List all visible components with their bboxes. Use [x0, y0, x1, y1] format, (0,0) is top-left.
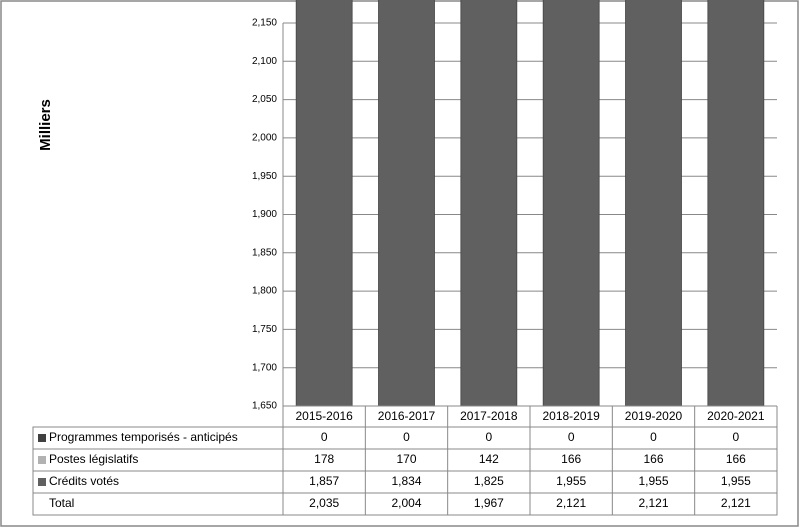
- y-tick-label: 2,150: [252, 18, 277, 29]
- data-label: 166: [726, 452, 746, 466]
- data-label: 1,955: [721, 474, 751, 488]
- bar-segment: [707, 0, 765, 407]
- x-tick-label: 2017-2018: [460, 409, 518, 423]
- data-label: 0: [650, 430, 657, 444]
- data-label: 0: [732, 430, 739, 444]
- data-label: 0: [568, 430, 575, 444]
- legend-swatch: [38, 478, 46, 486]
- data-label: 0: [485, 430, 492, 444]
- data-label: 166: [643, 452, 663, 466]
- bar-segment: [460, 0, 518, 407]
- legend-label: Programmes temporisés - anticipés: [49, 430, 238, 444]
- data-label: 166: [561, 452, 581, 466]
- legend-swatch: [38, 434, 46, 442]
- total-value: 2,121: [556, 496, 586, 510]
- legend-label: Postes législatifs: [49, 452, 138, 466]
- bar-segment: [295, 0, 353, 407]
- legend-swatch: [38, 456, 46, 464]
- total-value: 1,967: [474, 496, 504, 510]
- x-tick-label: 2018-2019: [542, 409, 600, 423]
- y-tick-label: 1,900: [252, 209, 277, 220]
- y-tick-label: 1,850: [252, 247, 277, 258]
- total-value: 2,121: [721, 496, 751, 510]
- bar-segment: [542, 0, 600, 407]
- total-value: 2,121: [638, 496, 668, 510]
- x-tick-label: 2020-2021: [707, 409, 765, 423]
- bar-segment: [378, 0, 435, 407]
- data-label: 170: [396, 452, 416, 466]
- y-tick-label: 1,750: [252, 324, 277, 335]
- legend-label: Crédits votés: [49, 474, 119, 488]
- data-label: 0: [321, 430, 328, 444]
- y-tick-label: 1,700: [252, 362, 277, 373]
- y-tick-label: 1,950: [252, 171, 277, 182]
- data-label: 1,955: [638, 474, 668, 488]
- data-label: 1,857: [309, 474, 339, 488]
- y-tick-label: 1,650: [252, 401, 277, 412]
- y-tick-label: 2,100: [252, 56, 277, 67]
- x-tick-label: 2015-2016: [295, 409, 353, 423]
- x-tick-label: 2019-2020: [625, 409, 683, 423]
- data-label: 142: [479, 452, 499, 466]
- data-label: 1,825: [474, 474, 504, 488]
- y-tick-label: 1,800: [252, 286, 277, 297]
- y-axis-title: Milliers: [37, 99, 54, 151]
- y-tick-label: 2,000: [252, 133, 277, 144]
- data-label: 1,955: [556, 474, 586, 488]
- x-tick-label: 2016-2017: [378, 409, 436, 423]
- data-label: 1,834: [391, 474, 421, 488]
- total-value: 2,035: [309, 496, 339, 510]
- total-value: 2,004: [391, 496, 421, 510]
- data-label: 178: [314, 452, 334, 466]
- bar-segment: [625, 0, 682, 407]
- data-label: 0: [403, 430, 410, 444]
- total-label: Total: [49, 496, 74, 510]
- y-tick-label: 2,050: [252, 94, 277, 105]
